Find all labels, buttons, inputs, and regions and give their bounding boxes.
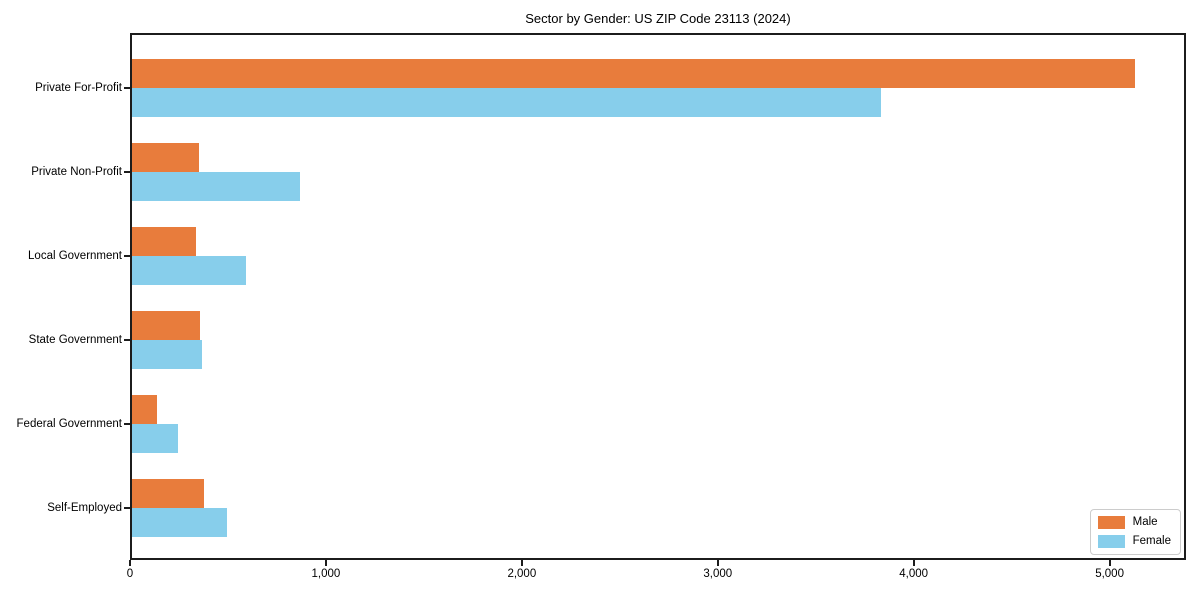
x-tick-label: 4,000 <box>899 568 929 580</box>
bar-female-5 <box>130 508 227 537</box>
y-tick-label: Local Government <box>28 250 122 262</box>
y-tick-mark <box>124 255 130 257</box>
y-tick-label: Self-Employed <box>47 502 122 514</box>
y-tick-mark <box>124 171 130 173</box>
x-tick-mark <box>1108 560 1111 566</box>
x-tick-mark <box>324 560 327 566</box>
bar-male-3 <box>130 311 200 340</box>
y-tick-label: Federal Government <box>16 418 122 430</box>
x-tick-mark <box>129 560 131 566</box>
y-tick-mark <box>124 423 130 425</box>
bar-male-4 <box>130 395 158 424</box>
legend-entry-male: Male <box>1097 516 1171 529</box>
x-tick-label: 2,000 <box>507 568 537 580</box>
x-tick-label: 1,000 <box>311 568 341 580</box>
bar-female-3 <box>130 340 202 369</box>
x-tick-mark <box>716 560 719 566</box>
x-tick-label: 5,000 <box>1095 568 1124 580</box>
x-tick-label: 0 <box>126 568 134 580</box>
y-tick-label: State Government <box>28 334 122 346</box>
x-tick-mark <box>520 560 523 566</box>
bar-female-0 <box>130 88 882 117</box>
legend-swatch-female <box>1097 535 1125 548</box>
legend-swatch-male <box>1097 516 1125 529</box>
bar-female-2 <box>130 256 246 285</box>
bar-male-0 <box>130 59 1136 88</box>
y-tick-mark <box>124 339 130 341</box>
bar-male-5 <box>130 479 205 508</box>
y-tick-mark <box>124 507 130 509</box>
bar-male-2 <box>130 227 196 256</box>
y-tick-label: Private Non-Profit <box>31 166 122 178</box>
bar-female-1 <box>130 172 301 201</box>
bar-female-4 <box>130 424 178 453</box>
plot-area: Male Female <box>130 33 1186 560</box>
legend: Male Female <box>1089 509 1181 555</box>
x-tick-label: 3,000 <box>703 568 733 580</box>
bar-male-1 <box>130 143 199 172</box>
legend-label: Female <box>1132 535 1171 547</box>
legend-label: Male <box>1132 516 1158 528</box>
y-tick-label: Private For-Profit <box>35 82 122 94</box>
x-tick-mark <box>912 560 915 566</box>
y-tick-mark <box>124 87 130 89</box>
chart-title: Sector by Gender: US ZIP Code 23113 (202… <box>525 11 791 26</box>
legend-entry-female: Female <box>1097 535 1171 548</box>
